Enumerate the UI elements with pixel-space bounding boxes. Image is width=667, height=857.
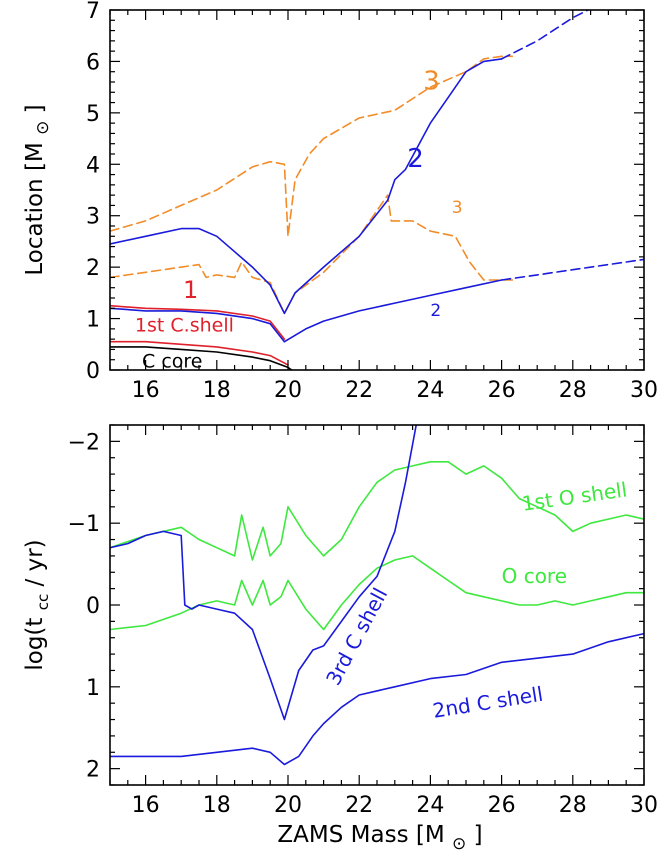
top-y-axis-title-close: ] (22, 104, 48, 113)
bottom-y-axis-title-close: / yr) (22, 539, 48, 586)
bottom-y-axis-title-text: log(t (22, 618, 48, 671)
bottom-x-tick-label: 18 (203, 793, 231, 818)
top-y-tick-label: 7 (86, 0, 100, 24)
top-y-axis-title-sub: ⊙ (33, 121, 53, 135)
top-x-tick-label: 22 (345, 378, 373, 403)
bottom-y-axis-title: log(t cc / yr) (22, 539, 54, 670)
bottom-y-tick-label: 1 (86, 676, 100, 701)
top-annotation-5: 1st C.shell (135, 314, 234, 336)
bottom-y-axis-title-sub: cc (34, 594, 52, 611)
bottom-x-tick-label: 30 (630, 793, 658, 818)
top-series-4-line (283, 279, 503, 343)
bottom-panel: 16 18 20 22 24 26 28 30 −2 −1 0 1 2 1st O shell O cor… (22, 424, 658, 855)
top-plot-area (110, 10, 644, 370)
bottom-annotation-3: 2nd C shell (431, 682, 545, 723)
top-y-tick-label: 0 (86, 359, 100, 384)
bottom-x-tick-label: 20 (274, 793, 302, 818)
top-series-6-line (110, 304, 286, 340)
bottom-x-tick-label: 24 (416, 793, 444, 818)
top-y-tick-label: 2 (86, 256, 100, 281)
top-annotation-3: 2 (430, 301, 441, 321)
bottom-series-1-line (110, 555, 644, 631)
top-y-axis-title-unit: [M (22, 142, 48, 171)
top-y-tick-label: 3 (86, 205, 100, 230)
top-y-axis-title: Location [M ⊙ ] (22, 104, 54, 275)
bottom-y-tick-label: 2 (86, 758, 100, 783)
bottom-y-tick-label: 0 (86, 594, 100, 619)
bottom-series-0-line (110, 460, 644, 561)
x-axis-title: ZAMS Mass [M ⊙ ] (277, 822, 482, 855)
top-annotation-2: 2 (407, 144, 424, 174)
bottom-annotation-0: 1st O shell (520, 477, 628, 516)
bottom-x-tick-label: 16 (132, 793, 160, 818)
top-x-tick-label: 18 (203, 378, 231, 403)
top-x-tick-label: 26 (488, 378, 516, 403)
top-series-8-line (110, 340, 289, 366)
x-axis-title-sub: ⊙ (452, 834, 466, 854)
bottom-ticks: 16 18 20 22 24 26 28 30 −2 −1 0 1 2 (68, 424, 658, 818)
bottom-x-tick-label: 26 (488, 793, 516, 818)
top-annotation-6: C core (142, 350, 202, 372)
top-series-2-line (110, 58, 503, 315)
top-annotation-4: 1 (183, 276, 198, 304)
x-axis-title-close: ] (474, 822, 483, 848)
top-series-9-line (110, 346, 293, 370)
top-series-7-line (110, 307, 286, 343)
bottom-x-tick-label: 28 (559, 793, 587, 818)
top-x-tick-label: 20 (274, 378, 302, 403)
bottom-y-tick-label: −1 (68, 512, 100, 537)
top-y-tick-label: 4 (86, 153, 100, 178)
bottom-series-3-line (110, 632, 644, 766)
top-x-tick-label: 30 (630, 378, 658, 403)
top-series-5-line (500, 258, 644, 281)
top-y-tick-label: 6 (86, 50, 100, 75)
x-axis-title-text: ZAMS Mass [M (277, 822, 444, 848)
top-x-tick-label: 24 (416, 378, 444, 403)
top-annotations: 3 3 2 2 1 1st C.shell C core (135, 67, 463, 373)
top-y-tick-label: 5 (86, 102, 100, 127)
bottom-series-2-line (110, 425, 418, 721)
top-annotation-1: 3 (452, 198, 463, 218)
bottom-annotation-1: O core (502, 564, 567, 588)
bottom-y-tick-label: −2 (68, 430, 100, 455)
top-annotation-0: 3 (423, 67, 440, 97)
top-y-tick-label: 1 (86, 308, 100, 333)
bottom-x-tick-label: 22 (345, 793, 373, 818)
top-x-tick-label: 16 (132, 378, 160, 403)
top-series-3-line (500, 10, 590, 60)
top-y-axis-title-text: Location (22, 178, 48, 275)
top-x-tick-label: 28 (559, 378, 587, 403)
bottom-plot-area (110, 425, 644, 766)
